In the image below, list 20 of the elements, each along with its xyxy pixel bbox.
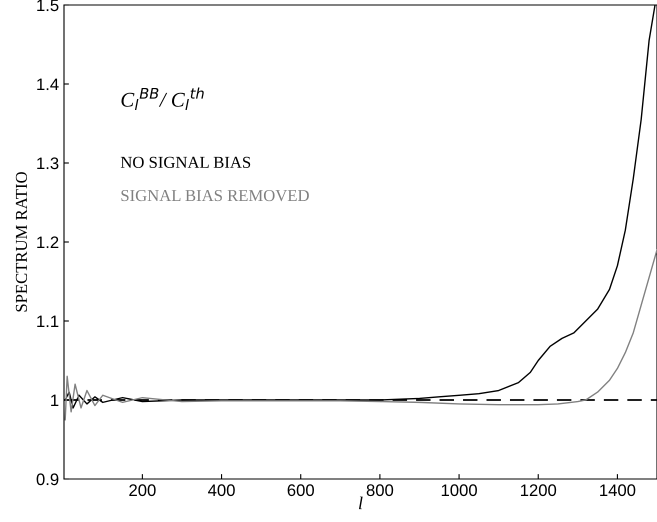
text: NO SIGNAL BIAS	[120, 156, 250, 168]
x-tick-label: 200	[129, 484, 156, 496]
x-tick-label: 1000	[442, 484, 477, 496]
y-tick-label: 1.3	[37, 157, 58, 170]
y-tick-label: 0.9	[36, 473, 58, 486]
y-tick-label: 1.5	[37, 0, 58, 12]
y-tick-label: 1	[51, 394, 58, 406]
text: SIGNAL BIAS REMOVED	[121, 190, 309, 202]
y-tick-label: 1.1	[37, 316, 58, 328]
x-axis-title: l	[358, 496, 363, 510]
x-tick-label: 800	[366, 484, 394, 496]
x-tick-label: 1400	[600, 484, 636, 496]
y-axis-title: SPECTRUM RATIO	[16, 172, 28, 312]
y-tick-label: 1.4	[37, 78, 59, 90]
x-tick-label: 600	[288, 484, 314, 496]
x-tick-label: 1200	[520, 484, 556, 496]
annotation: C$_{l}$$^{BB}$/ C$_{l}$$^{th}$	[121, 88, 204, 110]
x-tick-label: 400	[208, 484, 235, 496]
line-series	[64, 249, 657, 420]
y-tick-label: 1.2	[37, 236, 58, 248]
